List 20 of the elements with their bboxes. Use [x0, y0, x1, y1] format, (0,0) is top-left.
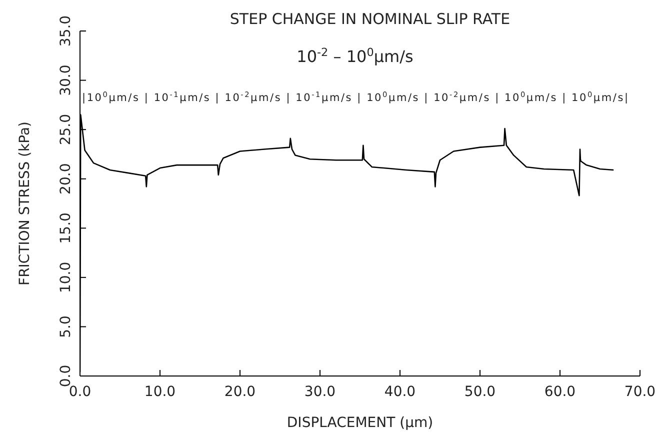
y-axis-title: FRICTION STRESS (kPa)	[16, 122, 33, 286]
x-tick-label: 40.0	[384, 384, 416, 400]
y-tick-label: 30.0	[58, 64, 74, 96]
x-tick-label: 20.0	[224, 384, 256, 400]
x-tick-label: 60.0	[544, 384, 576, 400]
x-tick-label: 30.0	[304, 384, 336, 400]
x-tick-label: 0.0	[68, 384, 92, 400]
x-axis-title: DISPLACEMENT (μm)	[286, 415, 434, 431]
y-tick-label: 20.0	[58, 163, 74, 194]
y-tick-label: 25.0	[58, 114, 74, 146]
text: |10$^{0}$μm/s | 10$^{-1}$μm/s | 10$^{-2}$μm/s | 10$^{-1}$μm/s | 10$^{0}$μm/s | 10$^{-2}$μm/s | 10$^{0}$μm/s | 10$^{0}$μm/s|	[82, 90, 628, 104]
x-tick-label: 50.0	[464, 384, 496, 400]
y-tick-label: 5.0	[58, 316, 74, 338]
y-tick-label: 15.0	[58, 212, 74, 244]
text: 10$^{-2}$ – 10$^{0}$μm/s	[296, 46, 414, 66]
y-tick-label: 35.0	[58, 15, 74, 47]
x-tick-label: 10.0	[144, 384, 176, 400]
x-tick-label: 70.0	[624, 384, 656, 400]
chart-title: STEP CHANGE IN NOMINAL SLIP RATE	[230, 10, 510, 28]
y-tick-label: 10.0	[58, 262, 74, 294]
